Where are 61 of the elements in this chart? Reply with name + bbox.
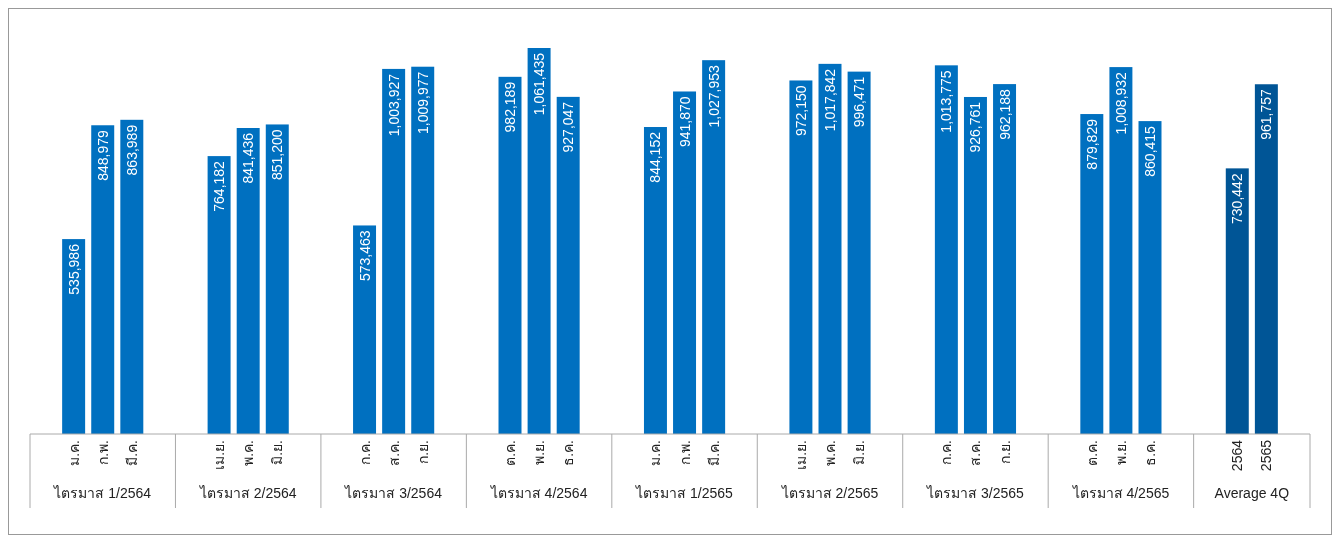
data-label: 972,150 (792, 85, 809, 137)
text: ไตรมาส 2/2564 (198, 485, 297, 501)
text: ไตรมาส 2/2565 (780, 485, 879, 501)
data-label: 851,200 (269, 129, 286, 181)
data-label: 1,027,953 (705, 64, 722, 128)
x-tick-label: ก.พ. (94, 440, 111, 465)
data-label: 1,061,435 (531, 52, 548, 116)
x-tick-label: ธ.ค. (560, 440, 577, 466)
x-tick-label: พ.ค. (822, 440, 838, 466)
x-tick-label: มี.ค. (705, 440, 722, 466)
data-label: 860,415 (1142, 125, 1158, 177)
x-tick-label: ม.ค. (65, 440, 82, 466)
text: ไตรมาส 4/2564 (489, 485, 588, 501)
text: ไตรมาส 4/2565 (1071, 485, 1170, 501)
x-tick-label: มิ.ย. (269, 440, 286, 465)
x-tick-label: มี.ค. (123, 440, 140, 466)
text: ไตรมาส 3/2564 (344, 485, 443, 501)
data-label: 764,182 (211, 160, 228, 212)
x-tick-label: ต.ค. (1083, 440, 1100, 466)
data-label: 961,757 (1258, 89, 1275, 140)
data-label: 863,989 (123, 124, 140, 176)
data-label: 730,442 (1229, 173, 1246, 224)
x-tick-label: ก.ค. (938, 440, 955, 465)
x-tick-label: 2565 (1258, 439, 1275, 472)
x-tick-label: พ.ย. (531, 440, 548, 465)
text: ไตรมาส 3/2565 (926, 485, 1025, 501)
x-tick-label: พ.ค. (240, 440, 257, 466)
data-label: 1,008,932 (1112, 71, 1129, 135)
text: ไตรมาส 1/2565 (635, 485, 734, 501)
x-tick-label: ก.พ. (676, 440, 693, 465)
data-label: 927,047 (560, 101, 577, 153)
data-label: 841,436 (240, 132, 257, 184)
text: Average 4Q (1214, 485, 1290, 501)
data-label: 1,003,927 (385, 73, 402, 137)
x-tick-label: พ.ย. (1112, 440, 1129, 465)
data-label: 879,829 (1083, 118, 1100, 170)
x-tick-label: เม.ย. (211, 440, 228, 470)
data-label: 982,189 (502, 81, 518, 133)
data-label: 1,013,775 (938, 70, 955, 133)
x-tick-label: ส.ค. (967, 440, 984, 466)
data-label: 535,986 (65, 243, 82, 295)
x-tick-label: ก.ค. (356, 440, 373, 465)
x-tick-label: มิ.ย. (851, 440, 868, 465)
data-label: 926,761 (967, 101, 984, 153)
x-tick-label: ต.ค. (502, 440, 518, 466)
data-label: 848,979 (94, 130, 111, 181)
x-tick-label: ม.ค. (647, 440, 664, 466)
data-label: 1,017,842 (822, 68, 838, 132)
data-label: 573,463 (356, 230, 373, 282)
data-label: 941,870 (676, 96, 693, 148)
data-label: 962,188 (996, 88, 1013, 140)
data-label: 996,471 (851, 76, 868, 128)
x-tick-label: ส.ค. (385, 440, 402, 466)
x-tick-label: ก.ย. (414, 440, 431, 464)
x-tick-label: ก.ย. (996, 440, 1013, 464)
x-tick-label: เม.ย. (792, 440, 809, 470)
data-label: 1,009,977 (414, 71, 431, 135)
x-tick-label: ธ.ค. (1142, 440, 1158, 466)
data-label: 844,152 (647, 131, 664, 183)
x-tick-label: 2564 (1229, 439, 1246, 472)
text: ไตรมาส 1/2564 (53, 485, 152, 501)
